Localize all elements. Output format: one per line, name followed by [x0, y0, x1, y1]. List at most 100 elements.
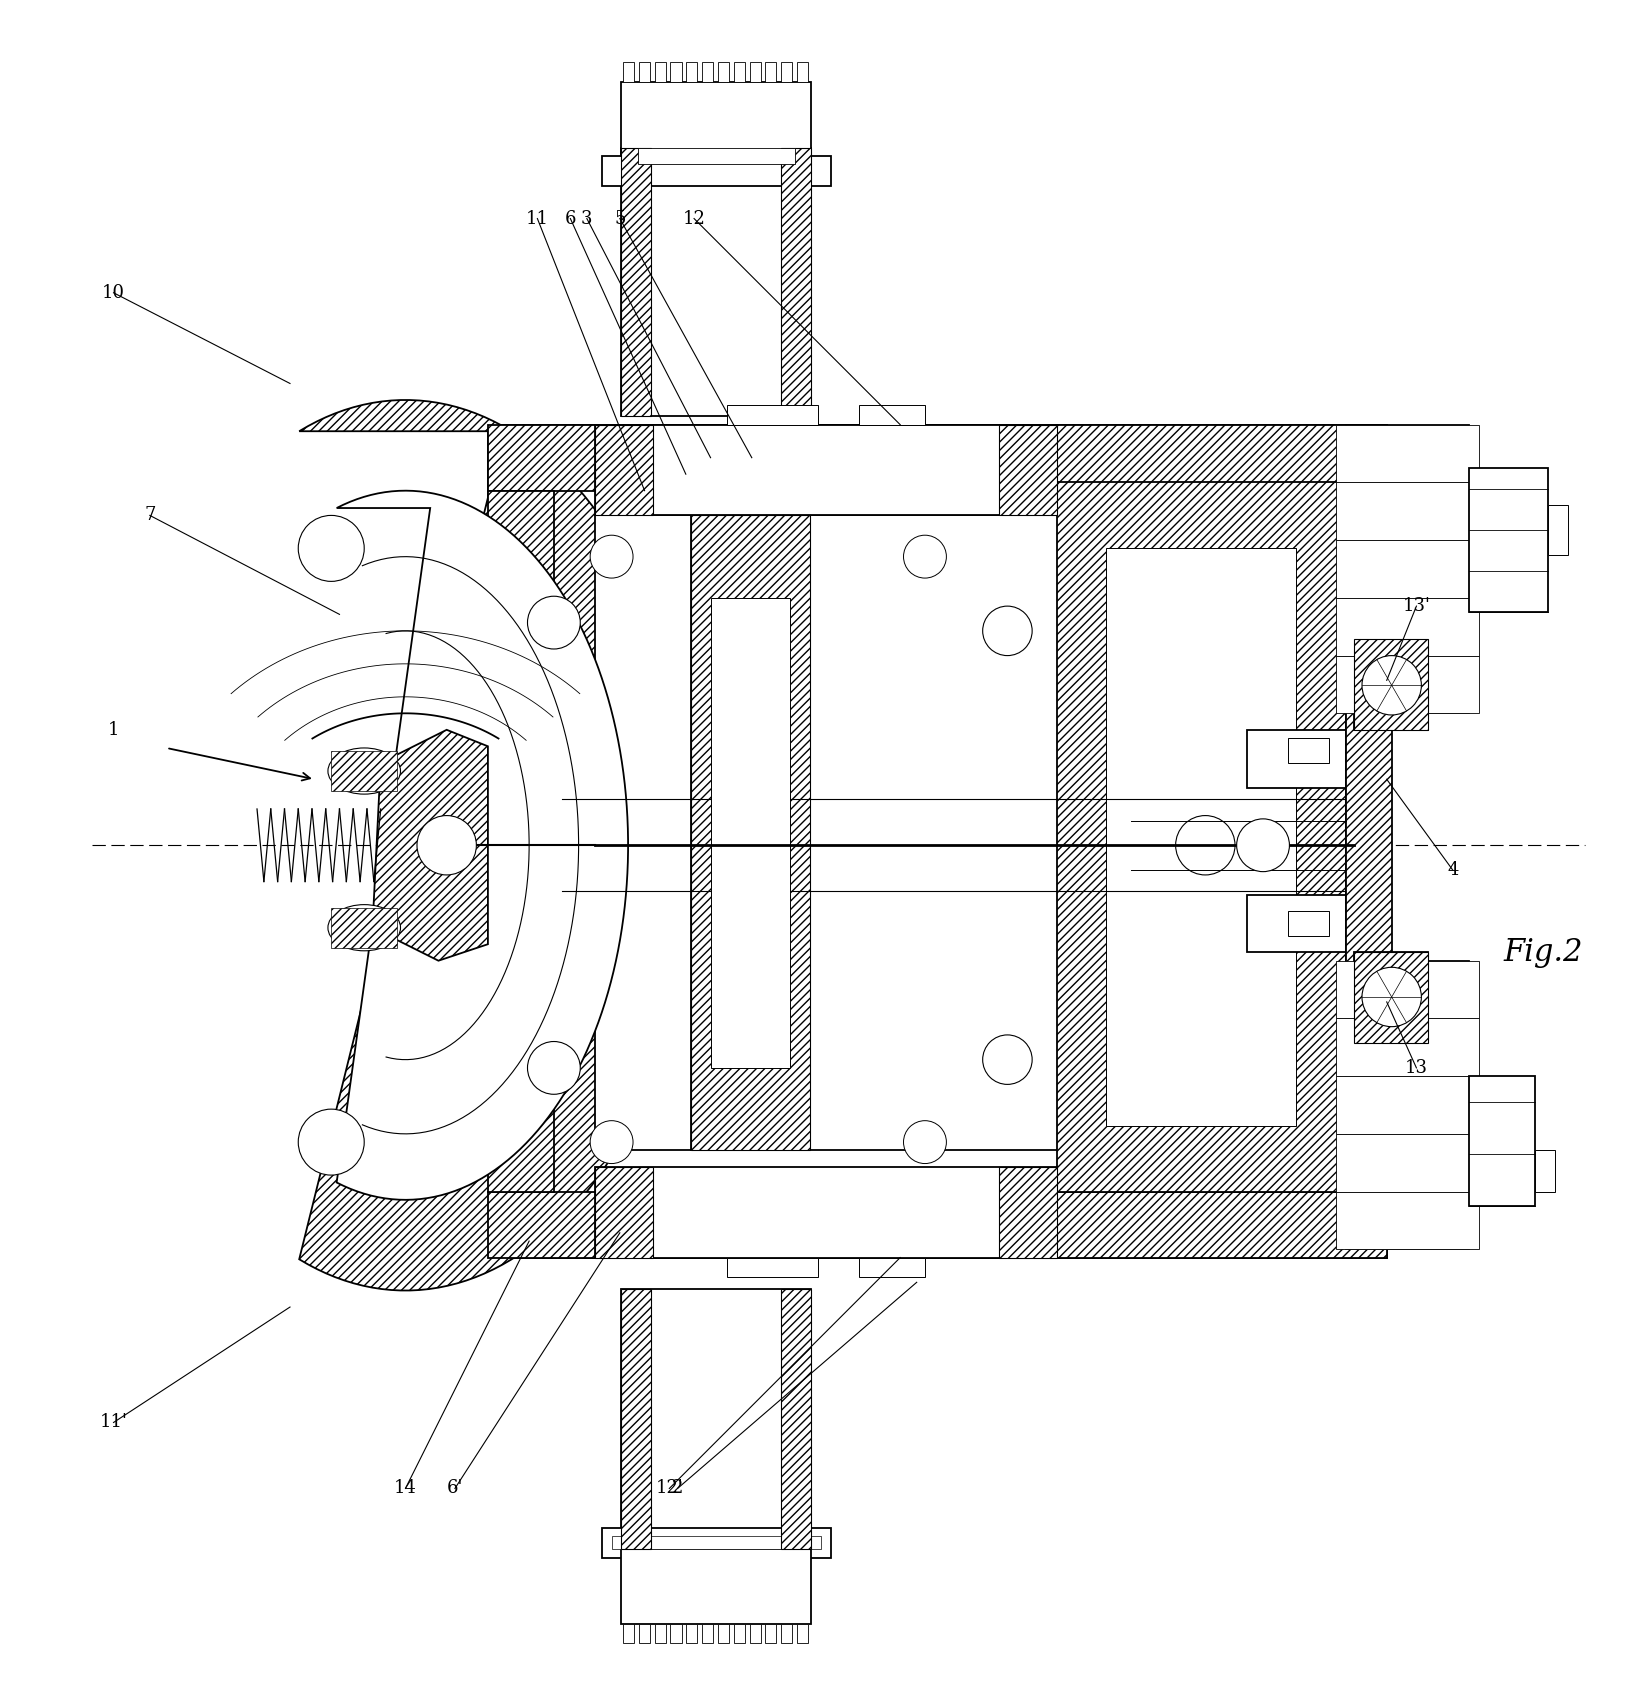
Bar: [727, 405, 818, 425]
Bar: [702, 1623, 714, 1644]
Bar: [719, 61, 729, 82]
Bar: [1469, 1075, 1535, 1207]
Bar: [654, 61, 666, 82]
Bar: [623, 1623, 634, 1644]
Bar: [595, 1168, 653, 1258]
Bar: [750, 1623, 760, 1644]
Bar: [621, 147, 651, 417]
Text: 13: 13: [1404, 1058, 1427, 1077]
Ellipse shape: [329, 748, 400, 794]
Bar: [611, 1536, 821, 1550]
Bar: [999, 1168, 1057, 1258]
Bar: [1353, 638, 1427, 731]
Bar: [595, 1168, 1057, 1258]
Bar: [781, 147, 811, 417]
Bar: [638, 147, 795, 164]
Circle shape: [904, 1121, 947, 1164]
Bar: [796, 61, 808, 82]
Bar: [332, 751, 396, 790]
Text: 7: 7: [144, 507, 155, 524]
Polygon shape: [299, 399, 694, 1290]
Circle shape: [590, 536, 633, 579]
Bar: [1057, 483, 1345, 1191]
Circle shape: [1176, 816, 1236, 876]
Circle shape: [1361, 968, 1421, 1026]
Bar: [487, 425, 1386, 1258]
Bar: [1335, 483, 1479, 539]
Bar: [999, 425, 1057, 516]
Bar: [621, 1289, 651, 1550]
Bar: [1335, 1019, 1479, 1075]
Bar: [1335, 961, 1479, 1019]
Bar: [639, 1623, 649, 1644]
Circle shape: [983, 1034, 1032, 1084]
Bar: [1345, 961, 1469, 1250]
Bar: [1107, 548, 1297, 1125]
Text: 6: 6: [565, 210, 577, 227]
Bar: [621, 1550, 811, 1623]
Text: 14: 14: [395, 1480, 416, 1497]
Bar: [765, 1623, 776, 1644]
Bar: [1335, 1133, 1479, 1191]
Bar: [1247, 731, 1345, 787]
Bar: [1335, 655, 1479, 714]
Bar: [1535, 1151, 1555, 1191]
Bar: [733, 1623, 745, 1644]
Text: Fig.2: Fig.2: [1503, 937, 1583, 968]
Bar: [487, 490, 553, 1191]
Bar: [781, 1623, 793, 1644]
Bar: [1335, 539, 1479, 597]
Text: 11': 11': [99, 1413, 127, 1432]
Bar: [1469, 468, 1548, 613]
Bar: [733, 61, 745, 82]
Bar: [621, 1289, 811, 1550]
Bar: [859, 1258, 925, 1277]
Bar: [691, 516, 809, 1151]
Bar: [1353, 953, 1427, 1043]
Bar: [1320, 490, 1386, 1191]
Text: 3: 3: [582, 210, 593, 227]
Text: 11: 11: [525, 210, 548, 227]
Bar: [1345, 638, 1391, 1043]
Bar: [1548, 505, 1568, 555]
Text: 12': 12': [656, 1480, 684, 1497]
Bar: [621, 147, 811, 417]
Bar: [1335, 1075, 1479, 1133]
Circle shape: [904, 536, 947, 579]
Bar: [702, 61, 714, 82]
Bar: [796, 1623, 808, 1644]
Bar: [691, 516, 809, 1151]
Circle shape: [416, 816, 476, 876]
Polygon shape: [372, 731, 487, 961]
Bar: [1353, 953, 1427, 1043]
Text: 10: 10: [102, 283, 126, 302]
Circle shape: [527, 596, 580, 649]
Bar: [1247, 894, 1345, 953]
Bar: [487, 425, 1386, 490]
Bar: [1345, 425, 1469, 714]
Bar: [1289, 737, 1328, 763]
Bar: [623, 61, 634, 82]
Bar: [1353, 638, 1427, 731]
Circle shape: [1361, 655, 1421, 715]
Bar: [781, 1289, 811, 1550]
Bar: [671, 61, 682, 82]
Text: 13': 13': [1403, 597, 1431, 615]
Bar: [601, 1528, 831, 1558]
Bar: [781, 61, 793, 82]
Bar: [710, 597, 790, 1069]
Bar: [621, 82, 811, 155]
Bar: [719, 1623, 729, 1644]
Bar: [765, 61, 776, 82]
Text: 5: 5: [615, 210, 626, 227]
Bar: [1335, 425, 1479, 483]
Bar: [654, 1623, 666, 1644]
Text: 12: 12: [682, 210, 705, 227]
Circle shape: [527, 1041, 580, 1094]
Text: 4: 4: [1447, 860, 1459, 879]
Bar: [595, 425, 1057, 516]
Circle shape: [299, 1110, 363, 1174]
Circle shape: [1237, 819, 1290, 872]
Bar: [671, 1623, 682, 1644]
Bar: [1335, 597, 1479, 655]
